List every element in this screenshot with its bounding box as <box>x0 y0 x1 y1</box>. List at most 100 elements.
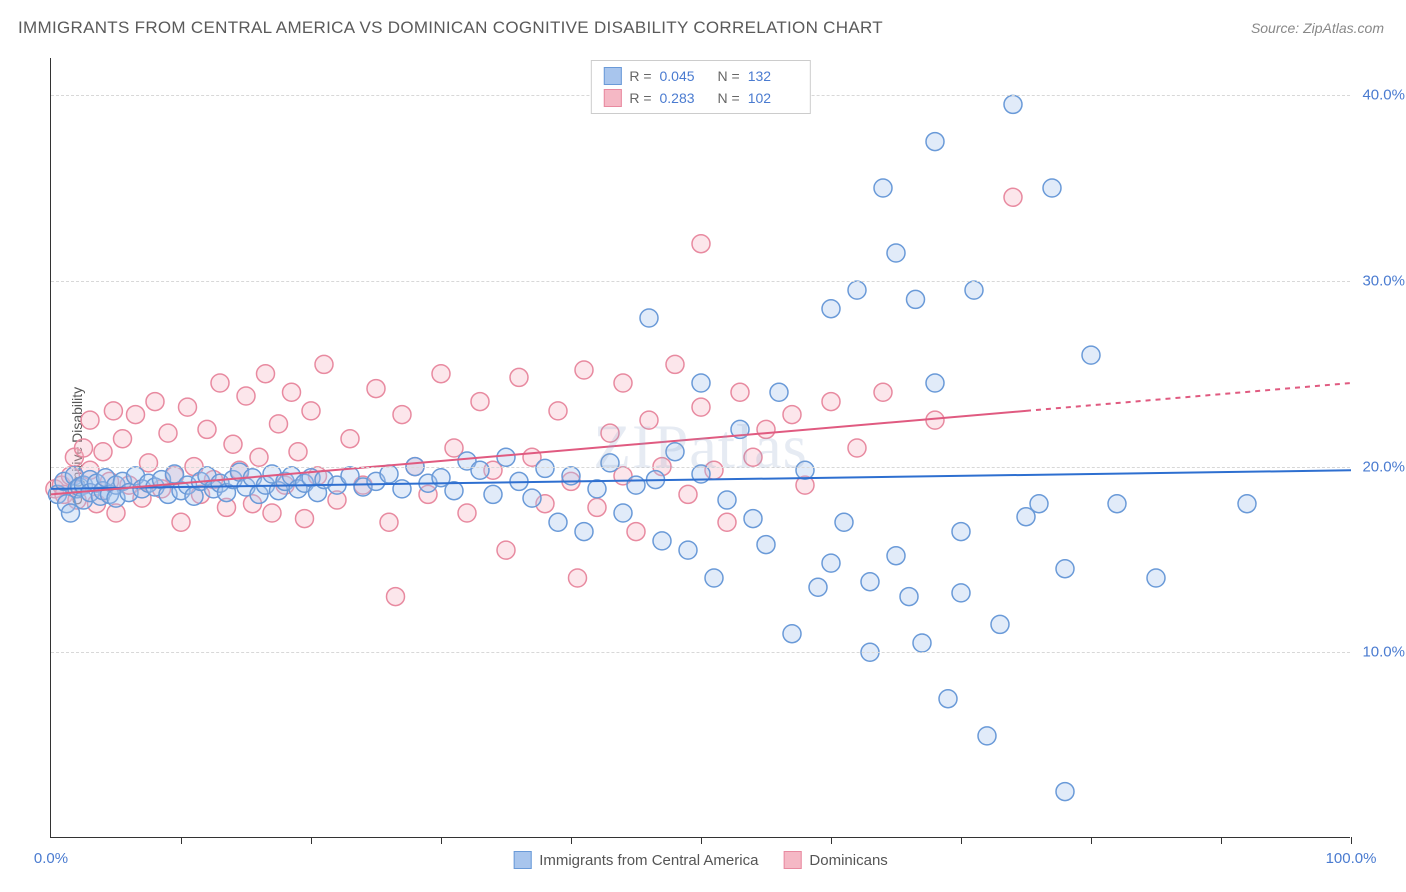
scatter-point <box>640 411 658 429</box>
trendline-dashed <box>1026 383 1351 411</box>
scatter-point <box>627 476 645 494</box>
legend-r-label: R = <box>629 68 651 84</box>
scatter-point <box>523 489 541 507</box>
x-tick <box>571 837 572 844</box>
scatter-point <box>835 513 853 531</box>
y-tick-label: 10.0% <box>1355 644 1405 661</box>
scatter-point <box>575 523 593 541</box>
scatter-point <box>601 424 619 442</box>
scatter-point <box>718 513 736 531</box>
scatter-point <box>198 420 216 438</box>
scatter-point <box>75 439 93 457</box>
scatter-point <box>211 374 229 392</box>
y-tick-label: 40.0% <box>1355 87 1405 104</box>
scatter-point <box>302 402 320 420</box>
scatter-point <box>939 690 957 708</box>
scatter-point <box>263 504 281 522</box>
scatter-point <box>627 523 645 541</box>
scatter-point <box>757 420 775 438</box>
scatter-point <box>81 411 99 429</box>
scatter-point <box>1030 495 1048 513</box>
scatter-point <box>653 532 671 550</box>
plot-area: ZIPatlas R = 0.045 N = 132 R = 0.283 N =… <box>50 58 1350 838</box>
scatter-point <box>1056 560 1074 578</box>
scatter-point <box>471 461 489 479</box>
gridline-horizontal <box>51 652 1350 653</box>
scatter-point <box>549 402 567 420</box>
x-tick <box>1091 837 1092 844</box>
legend-swatch-2 <box>603 89 621 107</box>
scatter-point <box>718 491 736 509</box>
scatter-point <box>393 480 411 498</box>
scatter-point <box>692 374 710 392</box>
scatter-point <box>497 448 515 466</box>
scatter-point <box>874 179 892 197</box>
x-tick <box>181 837 182 844</box>
y-tick-label: 20.0% <box>1355 458 1405 475</box>
scatter-point <box>341 430 359 448</box>
x-tick <box>961 837 962 844</box>
scatter-point <box>445 482 463 500</box>
scatter-point <box>705 569 723 587</box>
scatter-point <box>94 443 112 461</box>
scatter-point <box>666 443 684 461</box>
scatter-point <box>861 573 879 591</box>
chart-svg <box>51 58 1350 837</box>
scatter-point <box>1004 188 1022 206</box>
legend-bottom-label-1: Immigrants from Central America <box>539 852 758 869</box>
scatter-point <box>315 355 333 373</box>
scatter-point <box>666 355 684 373</box>
scatter-point <box>965 281 983 299</box>
scatter-point <box>887 547 905 565</box>
scatter-point <box>822 554 840 572</box>
scatter-point <box>588 498 606 516</box>
scatter-point <box>367 380 385 398</box>
legend-r-value-2: 0.283 <box>660 90 710 106</box>
scatter-point <box>848 281 866 299</box>
scatter-point <box>250 448 268 466</box>
scatter-point <box>588 480 606 498</box>
scatter-point <box>991 615 1009 633</box>
scatter-point <box>104 402 122 420</box>
scatter-point <box>114 430 132 448</box>
scatter-point <box>822 300 840 318</box>
scatter-point <box>679 541 697 559</box>
legend-r-label: R = <box>629 90 651 106</box>
scatter-point <box>640 309 658 327</box>
legend-bottom: Immigrants from Central America Dominica… <box>513 851 888 869</box>
scatter-point <box>770 383 788 401</box>
legend-row-series-2: R = 0.283 N = 102 <box>603 87 797 109</box>
scatter-point <box>497 541 515 559</box>
scatter-point <box>159 424 177 442</box>
scatter-point <box>289 443 307 461</box>
scatter-point <box>1043 179 1061 197</box>
legend-row-series-1: R = 0.045 N = 132 <box>603 65 797 87</box>
x-tick <box>311 837 312 844</box>
scatter-point <box>796 461 814 479</box>
scatter-point <box>296 510 314 528</box>
legend-n-label: N = <box>718 90 740 106</box>
scatter-point <box>1056 783 1074 801</box>
x-tick-label: 0.0% <box>34 850 68 867</box>
scatter-point <box>822 393 840 411</box>
scatter-point <box>874 383 892 401</box>
legend-bottom-label-2: Dominicans <box>809 852 887 869</box>
scatter-point <box>1238 495 1256 513</box>
scatter-point <box>575 361 593 379</box>
scatter-point <box>926 133 944 151</box>
scatter-point <box>146 393 164 411</box>
scatter-point <box>1147 569 1165 587</box>
scatter-point <box>907 290 925 308</box>
legend-bottom-item-2: Dominicans <box>783 851 887 869</box>
scatter-point <box>887 244 905 262</box>
chart-title: IMMIGRANTS FROM CENTRAL AMERICA VS DOMIN… <box>18 18 883 38</box>
scatter-point <box>127 406 145 424</box>
scatter-point <box>283 383 301 401</box>
legend-n-value-2: 102 <box>748 90 798 106</box>
scatter-point <box>848 439 866 457</box>
gridline-horizontal <box>51 467 1350 468</box>
scatter-point <box>1004 95 1022 113</box>
legend-r-value-1: 0.045 <box>660 68 710 84</box>
scatter-point <box>692 398 710 416</box>
scatter-point <box>978 727 996 745</box>
